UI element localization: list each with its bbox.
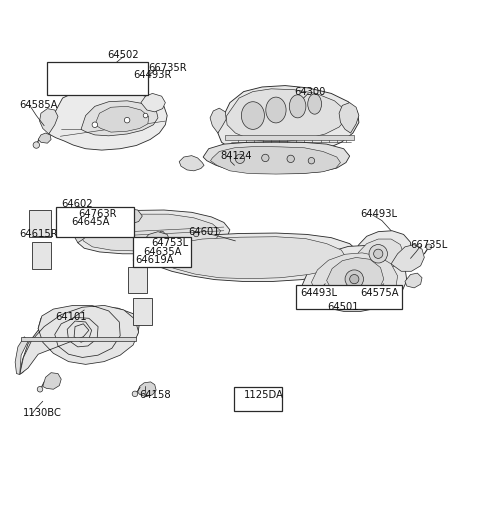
- Circle shape: [426, 244, 432, 250]
- Circle shape: [349, 275, 359, 284]
- Circle shape: [287, 155, 294, 163]
- Polygon shape: [179, 156, 204, 171]
- Circle shape: [252, 393, 261, 402]
- Text: 84124: 84124: [221, 150, 252, 160]
- Text: 1125DA: 1125DA: [244, 390, 284, 400]
- Text: 64602: 64602: [61, 199, 93, 209]
- Polygon shape: [210, 108, 226, 133]
- Polygon shape: [20, 306, 139, 375]
- Text: 64763R: 64763R: [78, 209, 116, 219]
- Circle shape: [373, 249, 383, 258]
- Bar: [129, 267, 147, 294]
- Polygon shape: [312, 253, 397, 308]
- Polygon shape: [133, 233, 359, 281]
- Polygon shape: [73, 219, 92, 242]
- Polygon shape: [346, 231, 410, 277]
- Text: 64158: 64158: [140, 390, 171, 400]
- Circle shape: [92, 122, 97, 127]
- Bar: [48, 62, 148, 95]
- Text: 64101: 64101: [56, 312, 87, 322]
- Text: 64619A: 64619A: [135, 255, 174, 265]
- Text: 64501: 64501: [327, 302, 359, 312]
- Circle shape: [235, 154, 245, 164]
- Circle shape: [99, 231, 105, 237]
- Ellipse shape: [289, 95, 306, 118]
- Text: 64753L: 64753L: [151, 238, 188, 248]
- Text: 1130BC: 1130BC: [23, 408, 61, 418]
- Polygon shape: [143, 231, 170, 248]
- Polygon shape: [39, 109, 58, 134]
- Text: 66735R: 66735R: [148, 63, 186, 73]
- Polygon shape: [141, 94, 165, 112]
- Ellipse shape: [266, 97, 286, 123]
- Polygon shape: [145, 237, 346, 279]
- Bar: [133, 298, 152, 325]
- Text: 64575A: 64575A: [361, 288, 399, 298]
- Bar: [56, 207, 134, 237]
- Bar: [296, 285, 402, 309]
- Polygon shape: [20, 307, 140, 373]
- Polygon shape: [138, 382, 156, 397]
- Polygon shape: [203, 142, 349, 174]
- Polygon shape: [225, 135, 354, 139]
- Circle shape: [132, 391, 138, 397]
- Circle shape: [37, 387, 43, 392]
- Text: 64493L: 64493L: [300, 288, 337, 298]
- Ellipse shape: [241, 102, 264, 129]
- Polygon shape: [226, 89, 346, 141]
- Text: 64585A: 64585A: [20, 100, 58, 110]
- Polygon shape: [49, 90, 167, 150]
- Circle shape: [193, 231, 199, 237]
- Circle shape: [33, 142, 39, 148]
- Circle shape: [143, 113, 148, 118]
- Polygon shape: [339, 103, 359, 133]
- Circle shape: [345, 270, 363, 288]
- Text: 64493R: 64493R: [133, 70, 171, 80]
- Polygon shape: [391, 245, 424, 271]
- Circle shape: [126, 231, 131, 237]
- Circle shape: [262, 154, 269, 161]
- Text: 64502: 64502: [108, 50, 139, 60]
- Polygon shape: [95, 106, 149, 132]
- Polygon shape: [21, 337, 136, 341]
- Polygon shape: [218, 86, 359, 156]
- Polygon shape: [81, 214, 221, 251]
- Text: 64615R: 64615R: [20, 229, 59, 239]
- Circle shape: [124, 117, 130, 123]
- Polygon shape: [81, 101, 158, 136]
- Text: 64601: 64601: [188, 227, 219, 237]
- Circle shape: [369, 245, 387, 263]
- Bar: [234, 388, 282, 411]
- Bar: [133, 237, 191, 267]
- Text: 66735L: 66735L: [410, 239, 448, 249]
- Polygon shape: [405, 273, 422, 288]
- Polygon shape: [302, 246, 407, 311]
- Polygon shape: [326, 257, 384, 301]
- Circle shape: [159, 231, 165, 237]
- Circle shape: [308, 157, 315, 164]
- Ellipse shape: [308, 94, 322, 114]
- Text: 64493L: 64493L: [361, 209, 398, 219]
- Text: 64635A: 64635A: [143, 247, 182, 257]
- Bar: [29, 210, 51, 237]
- Polygon shape: [43, 372, 61, 389]
- Bar: [32, 242, 51, 269]
- Polygon shape: [38, 133, 51, 143]
- Text: 64645A: 64645A: [71, 217, 109, 227]
- Polygon shape: [211, 146, 340, 174]
- Text: 64300: 64300: [294, 87, 326, 97]
- Polygon shape: [353, 239, 404, 272]
- Polygon shape: [15, 337, 28, 375]
- Polygon shape: [113, 209, 142, 224]
- Polygon shape: [78, 210, 230, 254]
